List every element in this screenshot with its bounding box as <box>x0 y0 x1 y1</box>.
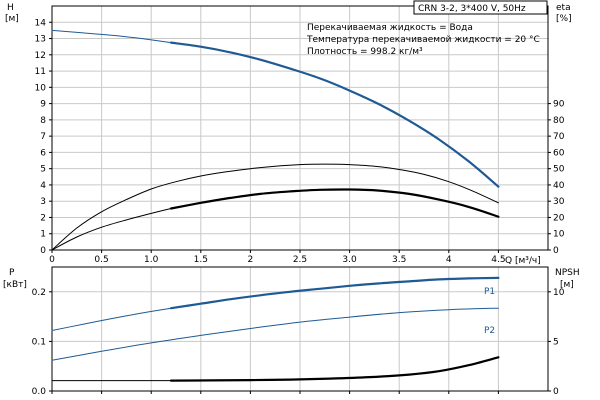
info-line-density: Плотность = 998.2 кг/м³ <box>307 47 423 57</box>
y-left-tick-label: 2 <box>40 213 46 223</box>
y-left-tick-label: 0.0 <box>32 387 47 397</box>
p1-curve-thick <box>169 276 500 310</box>
y-right-tick-label: 0 <box>553 387 559 397</box>
x-tick-label: 3.5 <box>392 255 406 265</box>
y-left-tick-label: 11 <box>35 67 46 77</box>
info-line-temperature: Температура перекачиваемой жидкости = 20… <box>306 35 540 45</box>
y-right-tick-label: 10 <box>553 230 565 240</box>
y-left-tick-label: 8 <box>40 116 46 126</box>
y-left-tick-label: 4 <box>40 181 46 191</box>
npsh-axis-unit: [м] <box>560 280 574 290</box>
x-tick-label: 4.5 <box>491 255 505 265</box>
y-left-tick-label: 0.1 <box>32 337 46 347</box>
y-left-tick-label: 3 <box>40 197 46 207</box>
npsh-curve-thick <box>169 356 500 382</box>
y-right-tick-label: 70 <box>553 132 565 142</box>
y-right-tick-label: 80 <box>553 116 565 126</box>
head-axis-title: H <box>7 3 14 13</box>
y-right-tick-label: 5 <box>553 337 559 347</box>
eta_inner-curve-thin <box>51 208 172 251</box>
y-right-tick-label: 30 <box>553 197 565 207</box>
y-left-tick-label: 0 <box>40 246 46 256</box>
x-tick-label: 2.5 <box>293 255 307 265</box>
bottom-plot-grid <box>52 267 548 391</box>
model-box <box>413 0 548 15</box>
y-left-tick-label: 7 <box>40 132 46 142</box>
model-label: CRN 3-2, 3*400 V, 50Hz <box>418 4 526 14</box>
eta_outer-curve-thin <box>51 163 499 251</box>
p2-label: P2 <box>484 326 495 336</box>
head-axis-unit: [м] <box>5 14 19 24</box>
y-right-tick-label: 60 <box>553 148 565 158</box>
p1-curve-thin <box>51 307 172 331</box>
x-tick-label: 1.0 <box>144 255 159 265</box>
npsh-axis-title: NPSH <box>555 268 580 278</box>
head-curve-thin <box>51 29 172 44</box>
y-left-tick-label: 0.2 <box>32 288 46 298</box>
power-axis-unit: [кВт] <box>3 280 27 290</box>
y-right-tick-label: 0 <box>553 246 559 256</box>
bottom-plot-series <box>51 276 500 382</box>
head-curve-thick <box>169 41 500 188</box>
eta-axis-title: eta <box>556 3 571 13</box>
y-right-tick-label: 40 <box>553 181 565 191</box>
info-line-fluid: Перекачиваемая жидкость = Вода <box>307 23 473 33</box>
y-left-tick-label: 5 <box>40 165 46 175</box>
y-left-tick-label: 6 <box>40 148 46 158</box>
x-tick-label: 1.5 <box>194 255 208 265</box>
y-left-tick-label: 13 <box>35 35 46 45</box>
p2-curve-thin <box>51 307 499 361</box>
flow-axis-title: Q [м³/ч] <box>505 256 541 266</box>
y-left-tick-label: 12 <box>35 51 46 61</box>
y-right-tick-label: 50 <box>553 165 565 175</box>
x-tick-label: 0 <box>49 255 55 265</box>
y-left-tick-label: 1 <box>40 230 46 240</box>
y-right-tick-label: 10 <box>553 288 565 298</box>
top-plot-ticks: 0 0.5 1.0 1.5 2 2.5 3.0 3.5 4 4.50123456789101112… <box>35 18 565 265</box>
x-tick-label: 2 <box>248 255 254 265</box>
p1-label: P1 <box>484 287 495 297</box>
y-left-tick-label: 14 <box>35 18 47 28</box>
y-left-tick-label: 10 <box>35 83 47 93</box>
y-right-tick-label: 20 <box>553 213 565 223</box>
x-tick-label: 4 <box>446 255 452 265</box>
bottom-plot-ticks: 0.0 0.1 0.2 0 5 10 <box>32 288 565 397</box>
x-tick-label: 3.0 <box>342 255 357 265</box>
power-axis-title: P <box>9 268 15 278</box>
eta-axis-unit: [%] <box>556 14 572 24</box>
top-plot-series <box>51 29 500 251</box>
x-tick-label: 0.5 <box>94 255 108 265</box>
y-right-tick-label: 90 <box>553 100 565 110</box>
y-left-tick-label: 9 <box>40 100 46 110</box>
eta_inner-curve-thick <box>169 188 500 218</box>
